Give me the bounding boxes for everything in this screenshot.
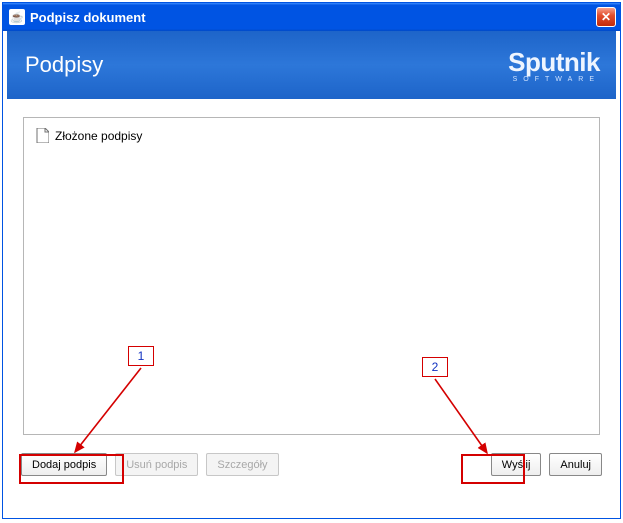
button-bar: Dodaj podpis Usuń podpis Szczegóły Wyśli… — [3, 445, 620, 476]
cancel-button[interactable]: Anuluj — [549, 453, 602, 476]
content-area: Złożone podpisy — [3, 99, 620, 445]
document-icon — [36, 128, 49, 143]
tree-root-label: Złożone podpisy — [55, 129, 142, 143]
java-icon: ☕ — [9, 9, 25, 25]
title-bar: ☕ Podpisz dokument ✕ — [3, 3, 620, 31]
add-signature-button[interactable]: Dodaj podpis — [21, 453, 107, 476]
close-button[interactable]: ✕ — [596, 7, 616, 27]
brand-sub: SOFTWARE — [508, 76, 600, 83]
brand-logo: Sputnik SOFTWARE — [508, 47, 600, 83]
close-icon: ✕ — [601, 10, 611, 24]
remove-signature-button: Usuń podpis — [115, 453, 198, 476]
brand-main: Sputnik — [508, 47, 600, 77]
dialog-window: ☕ Podpisz dokument ✕ Podpisy Sputnik SOF… — [2, 2, 621, 519]
header-title: Podpisy — [25, 52, 103, 78]
send-button[interactable]: Wyślij — [491, 453, 542, 476]
details-button: Szczegóły — [206, 453, 278, 476]
java-icon-glyph: ☕ — [10, 11, 24, 24]
header-banner: Podpisy Sputnik SOFTWARE — [7, 31, 616, 99]
tree-root-item[interactable]: Złożone podpisy — [36, 128, 587, 143]
window-title: Podpisz dokument — [30, 10, 596, 25]
signatures-panel: Złożone podpisy — [23, 117, 600, 435]
